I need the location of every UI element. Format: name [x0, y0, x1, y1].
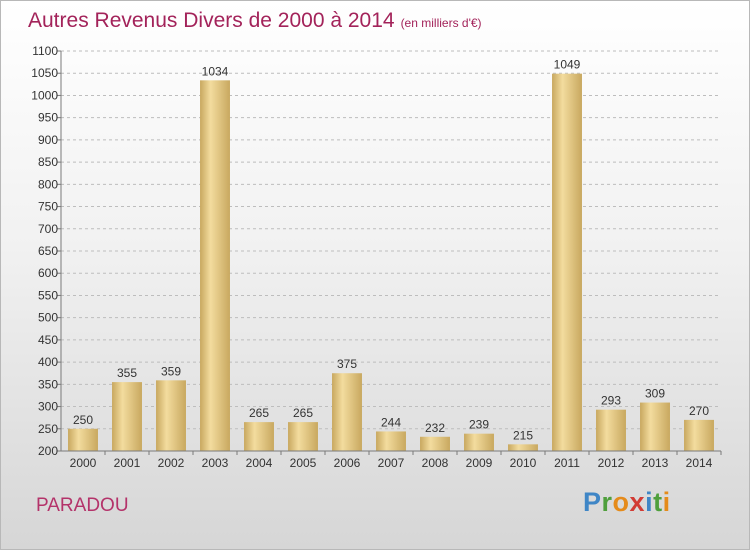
y-tick-label: 650	[38, 244, 58, 258]
y-tick-label: 1100	[32, 44, 58, 58]
bar	[596, 409, 626, 451]
bar-value-label: 265	[293, 406, 313, 420]
bar-value-label: 232	[425, 421, 445, 435]
logo-letter: t	[653, 487, 663, 517]
x-tick-label: 2009	[466, 456, 493, 470]
x-tick-label: 2011	[554, 456, 580, 470]
logo-letter: r	[601, 487, 613, 517]
y-tick-label: 200	[38, 444, 58, 458]
bar-value-label: 309	[645, 387, 665, 401]
x-tick-label: 2014	[686, 456, 713, 470]
bar-value-label: 239	[469, 418, 489, 432]
y-tick-label: 850	[38, 155, 58, 169]
x-tick-label: 2002	[158, 456, 185, 470]
y-tick-label: 300	[38, 400, 58, 414]
y-tick-label: 250	[38, 422, 58, 436]
bar	[552, 73, 582, 452]
bar-value-label: 215	[513, 428, 533, 442]
x-tick-label: 2001	[114, 456, 141, 470]
bar	[68, 428, 98, 451]
bar	[156, 380, 186, 451]
bar	[508, 444, 538, 451]
chart-title-unit: (en milliers d'€)	[400, 16, 482, 30]
y-tick-label: 450	[38, 333, 58, 347]
y-tick-label: 950	[38, 111, 58, 125]
x-tick-label: 2000	[70, 456, 97, 470]
y-tick-label: 350	[38, 377, 58, 391]
bar	[684, 419, 714, 451]
town-name: PARADOU	[36, 495, 129, 516]
chart-title-main: Autres Revenus Divers de 2000 à 2014	[28, 9, 395, 32]
proxiti-logo: Proxiti	[583, 487, 671, 518]
y-tick-label: 750	[38, 200, 58, 214]
logo-letter: o	[612, 487, 630, 517]
y-tick-label: 400	[38, 355, 58, 369]
bar-value-label: 270	[689, 404, 709, 418]
logo-letter: P	[583, 487, 602, 517]
x-tick-label: 2005	[290, 456, 317, 470]
bar-value-label: 293	[601, 394, 621, 408]
bar-value-label: 355	[117, 366, 137, 380]
y-tick-label: 1000	[31, 88, 58, 102]
bar-value-label: 250	[73, 413, 93, 427]
bar-value-label: 375	[337, 357, 357, 371]
bar-value-label: 244	[381, 415, 401, 429]
chart-title: Autres Revenus Divers de 2000 à 2014 (en …	[28, 9, 482, 33]
logo-letter: x	[629, 487, 646, 517]
bar-value-label: 265	[249, 406, 269, 420]
bar-value-label: 1034	[202, 64, 229, 78]
y-tick-label: 500	[38, 311, 58, 325]
bar	[112, 382, 142, 451]
bar	[288, 422, 318, 451]
logo-letter: i	[662, 487, 671, 517]
y-tick-label: 900	[38, 133, 58, 147]
x-tick-label: 2013	[642, 456, 669, 470]
y-tick-label: 800	[38, 177, 58, 191]
bar	[464, 433, 494, 451]
y-tick-label: 700	[38, 222, 58, 236]
x-tick-label: 2003	[202, 456, 229, 470]
x-tick-label: 2007	[378, 456, 405, 470]
bar	[200, 80, 230, 451]
x-tick-label: 2012	[598, 456, 625, 470]
y-tick-label: 1050	[31, 66, 58, 80]
bar-value-label: 1049	[554, 58, 581, 72]
x-tick-label: 2010	[510, 456, 537, 470]
bar	[640, 402, 670, 451]
logo-letter: i	[645, 487, 654, 517]
x-tick-label: 2004	[246, 456, 273, 470]
y-tick-label: 550	[38, 288, 58, 302]
x-tick-label: 2006	[334, 456, 361, 470]
bar	[420, 436, 450, 451]
bar-value-label: 359	[161, 364, 181, 378]
y-tick-label: 600	[38, 266, 58, 280]
bar	[332, 373, 362, 451]
x-tick-label: 2008	[422, 456, 449, 470]
bar	[244, 422, 274, 451]
bar	[376, 431, 406, 451]
